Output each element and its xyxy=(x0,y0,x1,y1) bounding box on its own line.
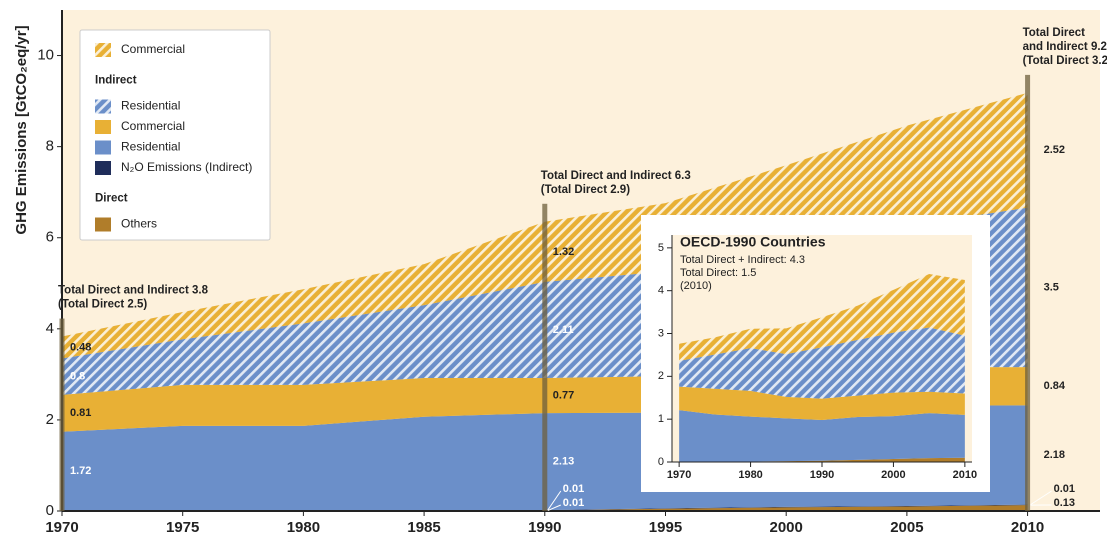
legend-label: N₂O Emissions (Indirect) xyxy=(121,160,252,174)
data-label: 0.84 xyxy=(1044,380,1066,392)
x-tick-label: 1970 xyxy=(45,519,78,536)
data-label: 1.32 xyxy=(553,246,574,258)
legend-swatch xyxy=(95,140,111,155)
area xyxy=(679,327,965,399)
data-label: 0.01 xyxy=(563,497,584,509)
area xyxy=(679,386,965,421)
inset-subtitle: (2010) xyxy=(680,280,712,292)
annotation: Total Direct and Indirect 3.8 xyxy=(58,285,209,297)
legend-swatch xyxy=(95,43,111,57)
marker-bar xyxy=(59,318,65,511)
legend-label: Others xyxy=(121,217,157,231)
data-label: 0.77 xyxy=(553,389,574,401)
x-tick-label: 1970 xyxy=(667,469,691,481)
y-tick-label: 1 xyxy=(658,413,664,425)
x-tick-label: 2000 xyxy=(881,469,905,481)
leader-line xyxy=(547,504,561,512)
x-tick-label: 1995 xyxy=(649,519,682,536)
inset-subtitle: Total Direct: 1.5 xyxy=(680,267,756,279)
data-label: 0.01 xyxy=(1054,483,1075,495)
data-label: 0.81 xyxy=(70,407,91,419)
y-tick-label: 2 xyxy=(658,370,664,382)
y-tick-label: 10 xyxy=(37,47,54,64)
legend-heading: Direct xyxy=(95,193,128,205)
legend-label: Residential xyxy=(121,99,180,113)
annotation: (Total Direct 3.2) xyxy=(1023,55,1107,67)
y-tick-label: 0 xyxy=(658,456,664,468)
y-tick-label: 4 xyxy=(46,320,54,337)
y-axis-label: GHG Emissions [GtCO₂eq/yr] xyxy=(13,25,30,234)
data-label: 2.52 xyxy=(1044,144,1065,156)
legend-label: Commercial xyxy=(121,119,185,133)
legend-swatch xyxy=(95,161,111,175)
leader-line xyxy=(1030,490,1052,506)
legend-label: Commercial xyxy=(121,42,185,56)
x-tick-label: 1980 xyxy=(738,469,762,481)
y-tick-label: 0 xyxy=(46,502,54,519)
legend-heading: Indirect xyxy=(95,75,137,87)
data-label: 0.8 xyxy=(70,371,85,383)
annotation: (Total Direct 2.9) xyxy=(541,184,630,196)
x-tick-label: 2010 xyxy=(953,469,977,481)
y-tick-label: 5 xyxy=(658,242,664,254)
y-tick-label: 3 xyxy=(658,327,664,339)
x-tick-label: 2010 xyxy=(1011,519,1044,536)
x-tick-label: 1990 xyxy=(810,469,834,481)
y-tick-label: 2 xyxy=(46,411,54,428)
x-tick-label: 1980 xyxy=(287,519,320,536)
y-tick-label: 4 xyxy=(658,285,664,297)
area xyxy=(679,410,965,462)
data-label: 3.5 xyxy=(1044,281,1059,293)
data-label: 2.11 xyxy=(553,324,574,336)
x-tick-label: 1990 xyxy=(528,519,561,536)
data-label: 0.01 xyxy=(563,483,584,495)
annotation: (Total Direct 2.5) xyxy=(58,299,147,311)
data-label: 2.18 xyxy=(1044,449,1065,461)
inset-subtitle: Total Direct + Indirect: 4.3 xyxy=(680,254,805,266)
legend-swatch xyxy=(95,120,111,134)
legend-swatch xyxy=(95,217,111,232)
area xyxy=(62,505,1028,511)
annotation: Total Direct and Indirect 6.3 xyxy=(541,170,691,182)
data-label: 2.13 xyxy=(553,455,574,467)
annotation: Total Direct xyxy=(1023,27,1086,39)
inset-title: OECD-1990 Countries xyxy=(680,234,826,250)
annotation: and Indirect 9.2 xyxy=(1023,41,1107,53)
area xyxy=(679,273,965,361)
leader-line xyxy=(547,490,562,511)
marker-bar xyxy=(542,203,548,511)
x-tick-label: 2005 xyxy=(890,519,923,536)
legend xyxy=(79,29,271,241)
marker-bar xyxy=(1025,74,1031,511)
legend-label: Residential xyxy=(121,140,180,154)
x-tick-label: 2000 xyxy=(769,519,802,536)
x-tick-label: 1975 xyxy=(166,519,199,536)
x-tick-label: 1985 xyxy=(407,519,440,536)
area xyxy=(679,457,965,462)
data-label: 0.13 xyxy=(1054,497,1075,509)
legend-swatch xyxy=(95,99,111,114)
data-label: 1.72 xyxy=(70,465,91,477)
data-label: 0.48 xyxy=(70,341,91,353)
y-tick-label: 8 xyxy=(46,138,54,155)
y-tick-label: 6 xyxy=(46,229,54,246)
